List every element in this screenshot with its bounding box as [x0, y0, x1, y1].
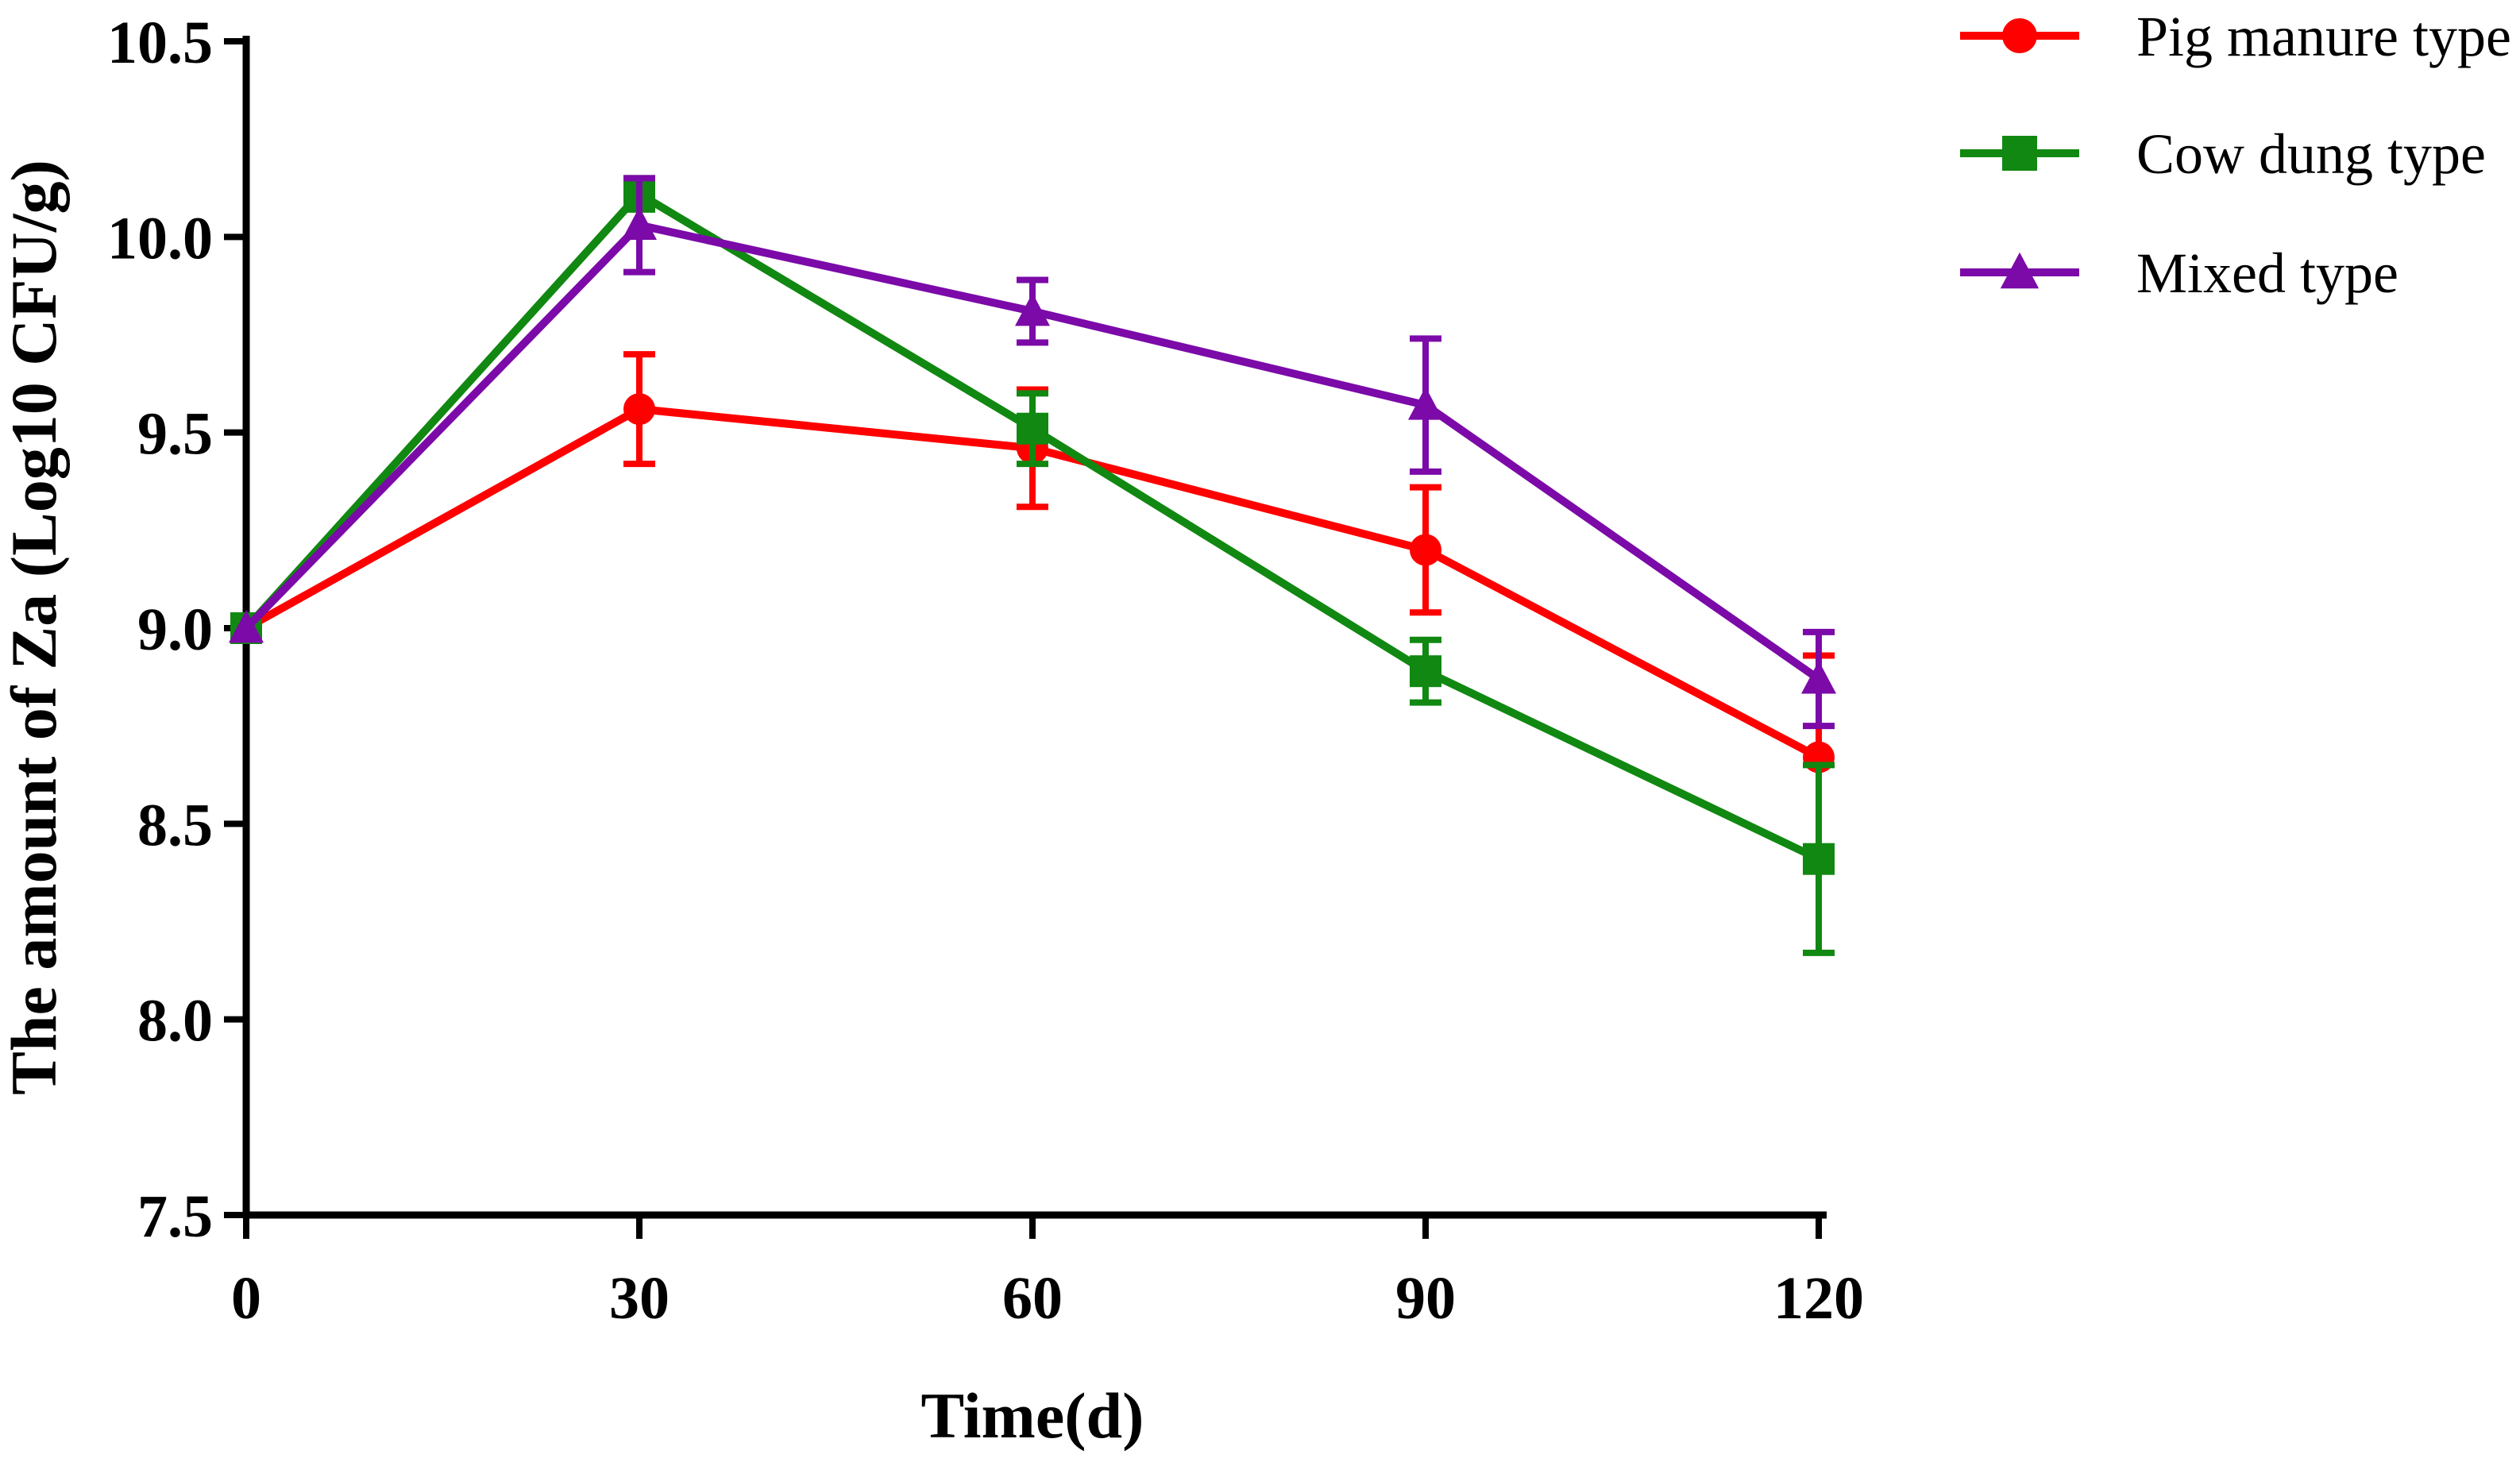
- y-tick-label: 9.5: [137, 401, 213, 468]
- y-tick-label: 10.0: [107, 205, 213, 272]
- legend-label: Pig manure type: [2136, 5, 2511, 68]
- data-point: [1410, 655, 1441, 688]
- x-tick-label: 120: [1773, 1265, 1864, 1332]
- legend-item: Cow dung type: [1960, 122, 2486, 186]
- data-point: [1803, 843, 1835, 875]
- series: [229, 175, 1836, 956]
- data-point: [1408, 387, 1443, 420]
- data-point: [229, 610, 264, 643]
- y-tick-label: 8.0: [137, 988, 213, 1055]
- data-point: [1015, 292, 1050, 326]
- data-point: [1801, 661, 1836, 694]
- x-ticks: 0 30 60 90 120: [231, 1215, 1864, 1332]
- x-tick-label: 90: [1395, 1265, 1456, 1332]
- x-axis-title: Time(d): [921, 1379, 1144, 1452]
- data-point: [1017, 412, 1048, 445]
- x-tick-label: 0: [231, 1265, 261, 1332]
- data-point: [622, 206, 657, 240]
- data-point: [1410, 534, 1441, 566]
- y-tick-label: 7.5: [137, 1183, 213, 1250]
- axes: [242, 36, 1827, 1219]
- legend-label: Cow dung type: [2136, 122, 2486, 186]
- y-tick-label: 9.0: [137, 596, 213, 663]
- legend-swatch-marker: [2002, 136, 2037, 171]
- x-tick-label: 30: [609, 1265, 670, 1332]
- series-mixed-type: [229, 175, 1836, 730]
- data-point: [623, 393, 655, 426]
- y-tick-label: 10.5: [107, 10, 213, 76]
- y-axis-title: The amount of Za (Log10 CFU/g): [0, 160, 70, 1095]
- legend-item: Mixed type: [1960, 241, 2398, 305]
- legend-swatch-marker: [2000, 252, 2040, 289]
- x-tick-label: 60: [1002, 1265, 1063, 1332]
- y-tick-label: 8.5: [137, 792, 213, 858]
- legend-item: Pig manure type: [1960, 5, 2511, 68]
- legend-swatch-marker: [2002, 18, 2037, 53]
- legend-label: Mixed type: [2136, 241, 2398, 305]
- y-ticks: 7.5 8.0 8.5 9.0 9.5 10.0 10.5: [107, 10, 246, 1250]
- legend: Pig manure type Cow dung type Mixed type: [1960, 5, 2511, 305]
